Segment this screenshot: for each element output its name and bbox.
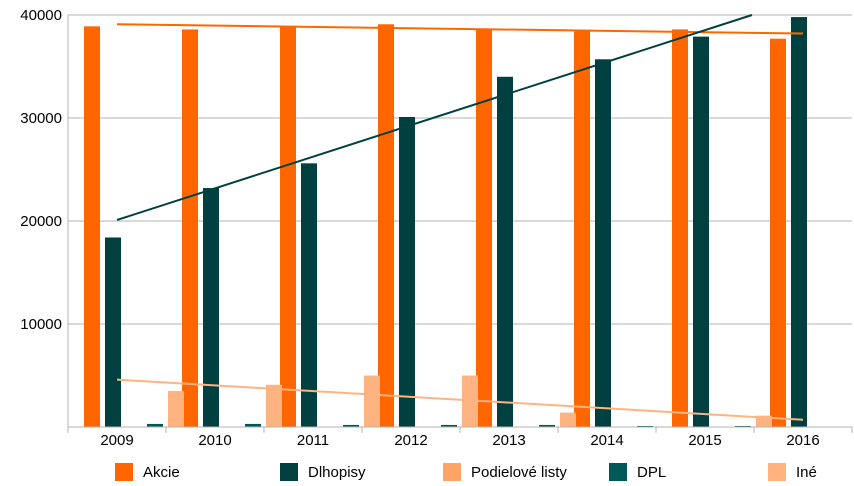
- x-tick-label: 2015: [688, 432, 721, 449]
- bar: [756, 415, 772, 427]
- trendlines: [116, 14, 804, 421]
- x-axis: 2009 2010 2011 2012 2013 2014 2015 2016: [67, 426, 853, 449]
- bar: [770, 38, 786, 427]
- bar: [399, 116, 415, 427]
- bar: [476, 29, 492, 427]
- legend-label: Podielové listy: [471, 464, 567, 481]
- bar: [791, 17, 807, 428]
- gridlines: [67, 14, 852, 427]
- legend-swatch: [609, 463, 627, 481]
- legend-label: Dlhopisy: [308, 464, 366, 481]
- bar: [693, 36, 709, 427]
- bar: [672, 29, 688, 427]
- bar: [245, 423, 261, 427]
- legend-label: Iné: [796, 464, 817, 481]
- legend: Akcie Dlhopisy Podielové listy DPL Iné: [115, 463, 817, 481]
- bar: [637, 425, 653, 427]
- bar: [182, 29, 198, 427]
- bar: [147, 423, 163, 427]
- x-tick-label: 2012: [394, 432, 427, 449]
- trendline: [116, 378, 804, 421]
- bars: [84, 17, 807, 428]
- bar: [364, 375, 380, 427]
- bar: [105, 237, 121, 427]
- legend-swatch: [280, 463, 298, 481]
- bar: [301, 163, 317, 427]
- x-tick-label: 2016: [786, 432, 819, 449]
- bar: [560, 412, 576, 427]
- bar: [574, 31, 590, 427]
- legend-label: Akcie: [143, 464, 180, 481]
- trendline: [116, 23, 804, 35]
- y-tick-label: 40000: [20, 7, 62, 24]
- bar: [539, 424, 555, 427]
- x-tick-label: 2011: [297, 432, 329, 449]
- bar: [378, 24, 394, 428]
- bar: [280, 27, 296, 428]
- bar: [343, 424, 359, 427]
- bar: [441, 424, 457, 427]
- legend-swatch: [443, 463, 461, 481]
- y-tick-label: 30000: [20, 110, 62, 127]
- x-tick-label: 2010: [198, 432, 231, 449]
- legend-label: DPL: [637, 464, 666, 481]
- x-tick-label: 2013: [492, 432, 525, 449]
- legend-swatch: [115, 463, 133, 481]
- bar: [595, 59, 611, 427]
- y-axis-ticks: 10000 20000 30000 40000: [20, 7, 62, 333]
- legend-swatch: [768, 463, 786, 481]
- bar: [203, 188, 219, 427]
- trendline: [116, 14, 753, 221]
- y-tick-label: 10000: [20, 316, 62, 333]
- x-tick-label: 2009: [100, 432, 133, 449]
- x-tick-label: 2014: [590, 432, 623, 449]
- bar: [266, 384, 282, 427]
- bar: [168, 390, 184, 427]
- bar: [84, 26, 100, 428]
- y-tick-label: 20000: [20, 213, 62, 230]
- bar: [497, 76, 513, 428]
- bar: [735, 425, 751, 427]
